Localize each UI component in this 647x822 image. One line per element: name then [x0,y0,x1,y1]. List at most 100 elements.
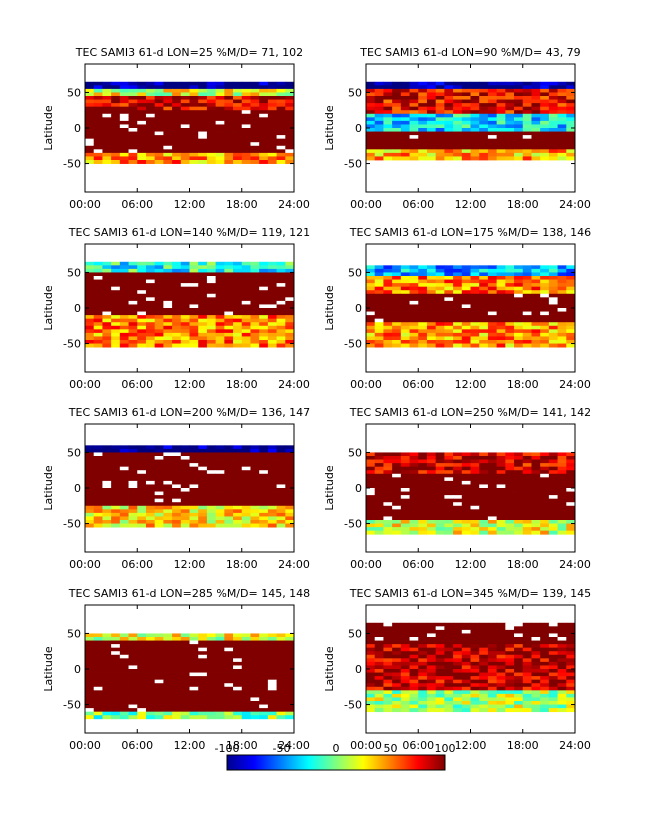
heatmap-cell [145,332,156,337]
heatmap-cell [479,512,489,517]
heatmap-cell [145,124,156,129]
heatmap-cell [241,96,251,100]
heatmap-cell [128,512,138,517]
heatmap-cell [418,459,428,464]
heatmap-cell [392,473,402,478]
heatmap-cell [522,484,532,489]
heatmap-cell [259,452,269,457]
heatmap-cell [189,96,199,100]
heatmap-cell [276,113,286,118]
heatmap-cell [163,99,173,104]
heatmap-cell [145,502,156,507]
heatmap-cell [383,81,393,86]
heatmap-cell [505,477,515,482]
heatmap-cell [137,152,147,157]
heatmap-cell [557,156,567,161]
heatmap-cells [366,452,576,535]
heatmap-cell [548,629,558,634]
heatmap-cell [496,276,506,280]
heatmap-cell [250,145,260,150]
heatmap-cell [470,315,480,320]
heatmap-cell [496,633,506,638]
heatmap-cell [250,88,260,93]
heatmap-cell [285,715,295,720]
heatmap-cell [479,647,489,652]
heatmap-cell [435,276,445,280]
heatmap-cell [400,315,410,320]
heatmap-cell [198,283,208,288]
heatmap-cell [259,149,269,154]
heatmap-cell [128,85,138,90]
heatmap-cell [285,640,295,645]
heatmap-cell [93,491,103,496]
heatmap-cell [137,81,147,86]
heatmap-cell [145,268,156,273]
heatmap-cell [180,484,190,489]
heatmap-cell [548,138,558,143]
heatmap-cell [435,480,445,485]
heatmap-cell [566,498,576,503]
heatmap-cell [487,466,498,471]
heatmap-cell [198,491,208,496]
heatmap-cell [119,644,129,649]
heatmap-cell [145,325,156,330]
heatmap-cell [409,484,419,489]
heatmap-cell [514,512,524,517]
heatmap-cell [285,315,295,320]
heatmap-cell [224,488,234,492]
heatmap-cell [119,293,129,298]
heatmap-cell [470,651,480,656]
heatmap-cell [470,527,480,532]
heatmap-cell [531,131,541,136]
heatmap-cell [215,340,225,344]
heatmap-cell [418,509,428,514]
x-tick-label: 00:00 [350,558,382,571]
heatmap-cell [514,290,524,295]
heatmap-cell [267,318,277,323]
heatmap-cell [250,149,260,154]
heatmap-cell [383,708,393,713]
heatmap-cell [180,654,190,659]
heatmap-cell [145,329,156,334]
heatmap-cell [374,665,384,670]
heatmap-cell [505,318,515,323]
heatmap-cell [444,512,454,517]
heatmap-cell [496,85,506,90]
heatmap-cell [540,679,550,684]
heatmap-cell [102,300,112,305]
heatmap-cell [366,491,376,496]
heatmap-cell [241,701,251,705]
heatmap-cell [93,672,103,677]
heatmap-cell [102,283,112,288]
heatmap-cell [409,527,419,532]
heatmap-cell [250,106,260,111]
heatmap-cell [487,505,498,510]
heatmap-cell [540,701,550,705]
heatmap-cell [154,672,164,677]
heatmap-cell [531,332,541,337]
heatmap-cell [241,470,251,475]
heatmap-cell [93,272,103,277]
heatmap-cell [374,128,384,132]
heatmap-cell [426,690,437,695]
heatmap-cell [444,466,454,471]
heatmap-cell [548,297,558,302]
heatmap-cell [267,690,277,695]
heatmap-cell [426,300,437,305]
heatmap-cell [548,644,558,649]
heatmap-cell [137,124,147,129]
heatmap-cell [276,480,286,485]
heatmap-cell [233,523,243,528]
heatmap-cell [85,715,95,720]
heatmap-cell [189,488,199,492]
heatmap-cell [241,103,251,108]
heatmap-cell [241,117,251,122]
heatmap-cell [198,658,208,663]
heatmap-cell [267,473,277,478]
heatmap-cell [453,693,463,698]
heatmap-cell [548,683,558,688]
heatmap-cell [198,697,208,702]
heatmap-cell [93,135,103,140]
heatmap-cell [566,690,576,695]
heatmap-cell [383,293,393,298]
